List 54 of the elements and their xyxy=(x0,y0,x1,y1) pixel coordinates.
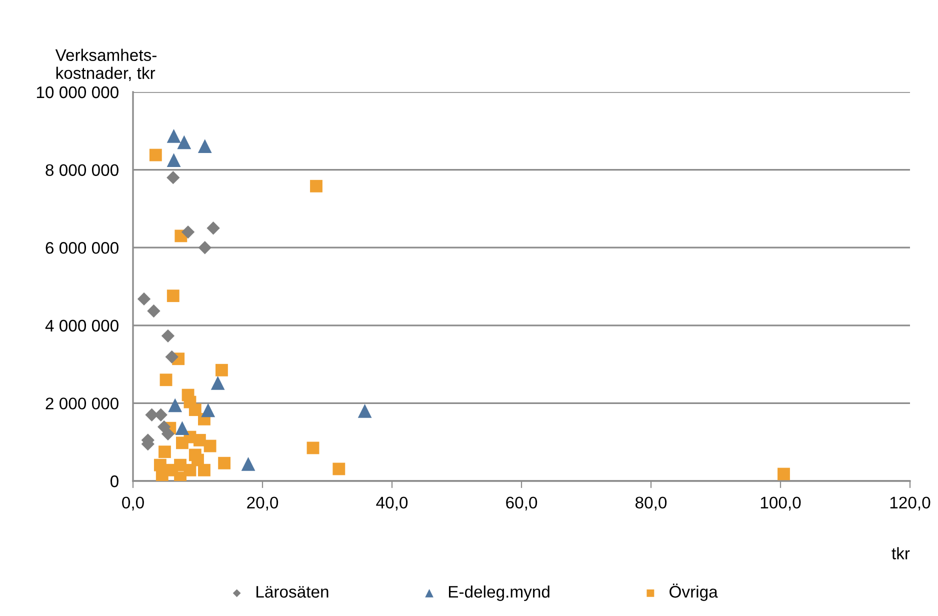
y-tick-label: 6 000 000 xyxy=(46,242,118,254)
point xyxy=(188,404,202,416)
point xyxy=(198,464,210,476)
y-axis-title: Verksamhets- kostnader, tkr xyxy=(55,48,156,81)
point xyxy=(201,403,216,418)
point xyxy=(158,446,171,458)
point xyxy=(175,421,190,436)
point xyxy=(778,468,790,480)
point xyxy=(168,398,182,412)
point xyxy=(166,290,180,302)
point xyxy=(176,436,188,450)
point xyxy=(218,456,231,470)
y-tick-label: 8 000 000 xyxy=(46,164,118,176)
x-tick-label: 80,0 xyxy=(636,496,667,510)
x-tick-label: 0,0 xyxy=(122,496,144,510)
point xyxy=(166,170,180,184)
y-tick-label: 4 000 000 xyxy=(45,320,118,332)
y-tick-label: 10 000 000 xyxy=(36,86,118,98)
point xyxy=(210,376,225,390)
point xyxy=(160,374,172,386)
point xyxy=(332,462,346,476)
point xyxy=(165,350,178,364)
point xyxy=(310,180,322,192)
x-tick-label: 60,0 xyxy=(506,496,538,510)
point xyxy=(206,222,220,235)
point xyxy=(181,225,195,239)
x-tick-label: 120,0 xyxy=(890,496,930,510)
point xyxy=(306,442,320,454)
point xyxy=(161,427,175,441)
point xyxy=(177,135,192,150)
point xyxy=(198,241,212,254)
point xyxy=(198,139,212,154)
point xyxy=(166,153,181,168)
x-tick-label: 40,0 xyxy=(376,496,408,510)
point xyxy=(166,464,178,476)
y-tick-label: 2 000 000 xyxy=(46,398,118,410)
y-tick-label: 0 xyxy=(110,475,118,488)
point xyxy=(193,434,206,446)
point xyxy=(204,440,216,452)
legend-label: E-deleg.mynd xyxy=(448,585,550,601)
point xyxy=(161,329,175,342)
point xyxy=(147,304,160,318)
x-tick-label: 20,0 xyxy=(247,496,278,510)
x-axis-title: tkr xyxy=(892,547,910,560)
legend-label: Lärosäten xyxy=(256,586,328,598)
point xyxy=(358,404,372,418)
point xyxy=(137,292,151,306)
point xyxy=(166,129,181,143)
point xyxy=(215,364,228,376)
point xyxy=(241,456,256,471)
point xyxy=(149,148,162,162)
point xyxy=(154,408,168,422)
x-tick-label: 100,0 xyxy=(760,496,801,510)
legend-label: Övriga xyxy=(670,584,718,601)
